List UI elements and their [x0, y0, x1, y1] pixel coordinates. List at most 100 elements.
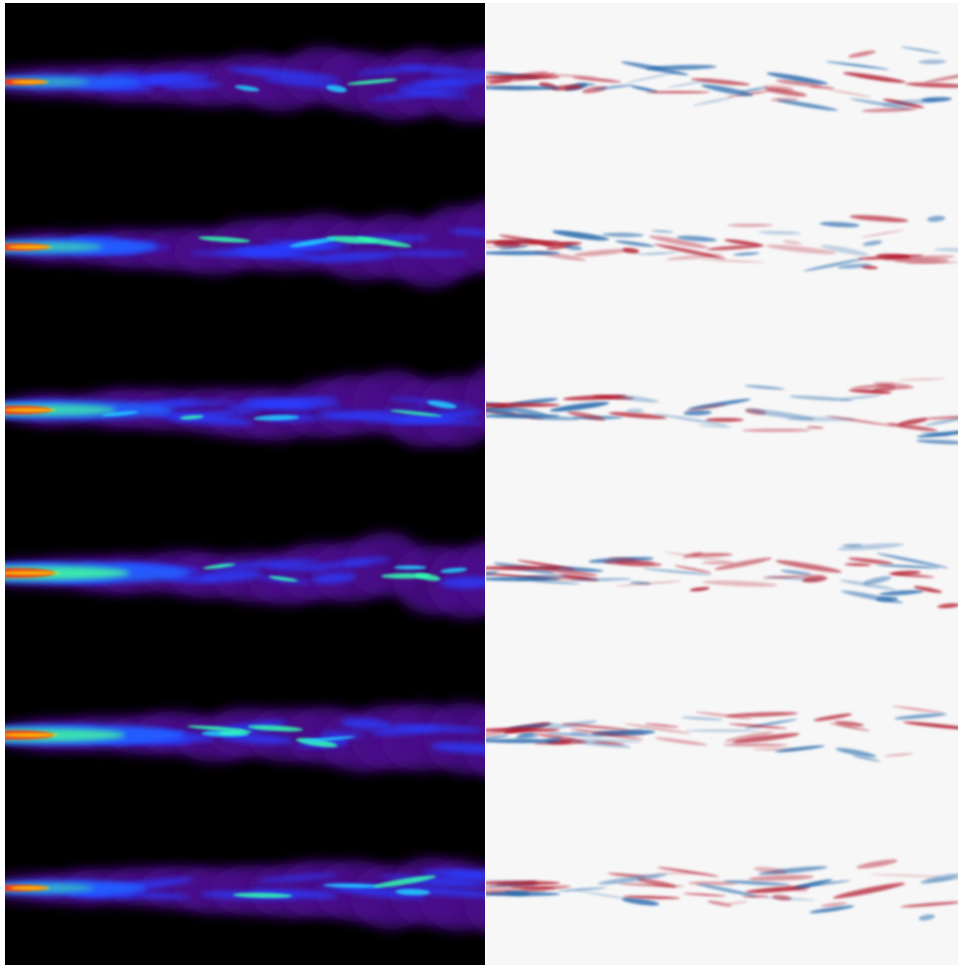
vorticity-streak: [546, 244, 572, 250]
jet-core: [263, 76, 344, 88]
vorticity-streak: [486, 884, 536, 892]
jet-core: [370, 726, 440, 736]
vorticity-streak: [743, 385, 786, 390]
jet-core: [388, 886, 485, 898]
vorticity-streak: [742, 428, 812, 433]
jet-pocket: [326, 85, 347, 93]
vorticity-streak: [873, 385, 896, 392]
jet-pocket: [253, 414, 300, 421]
jet-core: [114, 892, 192, 899]
jet-pocket: [289, 237, 337, 248]
jet-envelope: [456, 540, 485, 613]
vorticity-streak: [834, 721, 864, 727]
jet: [5, 702, 485, 777]
vorticity-streak: [637, 252, 678, 255]
vorticity-streak: [614, 580, 683, 587]
vorticity-streak: [835, 747, 877, 758]
vorticity-streak: [898, 418, 928, 426]
vorticity-streak: [681, 716, 723, 721]
vorticity-streak: [558, 887, 607, 892]
vorticity-streak: [486, 413, 560, 419]
vorticity-streak: [691, 78, 751, 86]
vorticity-streak: [486, 576, 560, 582]
vorticity-streak: [592, 741, 626, 745]
vorticity-streak: [766, 72, 829, 85]
jet-core: [448, 228, 485, 237]
jet-core: [412, 79, 467, 86]
vorticity-streak: [782, 240, 802, 245]
vorticity-streak: [753, 866, 788, 874]
vorticity-streak: [826, 89, 872, 98]
vorticity-streak: [623, 723, 691, 734]
vorticity-streak: [645, 91, 711, 94]
vorticity-streak: [545, 732, 603, 737]
jet: [5, 365, 485, 448]
jet-pocket: [381, 573, 431, 579]
jet-core: [319, 731, 364, 738]
vorticity-streak: [785, 886, 808, 892]
jet-pocket: [202, 563, 236, 570]
vorticity-streak: [486, 734, 510, 743]
vorticity-streak: [701, 561, 735, 564]
vorticity-streak: [892, 705, 943, 713]
jet-core: [430, 742, 485, 754]
vorticity-streak: [664, 551, 733, 563]
vorticity-streak: [802, 576, 828, 583]
vorticity-streak: [541, 567, 598, 577]
vorticity-streak: [697, 424, 733, 428]
vorticity-streak: [829, 722, 871, 732]
vorticity-streak: [733, 252, 760, 256]
vorticity-streak: [763, 85, 794, 92]
vorticity-streak: [572, 76, 622, 83]
vorticity-streak: [758, 230, 802, 235]
vorticity-streak: [902, 721, 958, 731]
vorticity-streak: [876, 564, 940, 569]
vorticity-streak: [727, 901, 748, 905]
jet-core: [189, 251, 284, 257]
vorticity-streak: [531, 580, 581, 585]
jet-pocket: [101, 411, 139, 417]
vorticity-streak: [789, 395, 854, 402]
vorticity-streak: [738, 86, 768, 93]
vorticity-streak: [569, 728, 644, 740]
vorticity-streak: [794, 879, 833, 889]
vorticity-streak: [894, 713, 948, 720]
vorticity-streak: [901, 46, 941, 54]
jet-core: [311, 572, 356, 584]
vorticity-field: [486, 46, 958, 921]
jet-pocket: [393, 565, 427, 570]
jet-core: [5, 571, 60, 575]
vorticity-streak: [597, 873, 667, 885]
vorticity-streak: [692, 96, 733, 106]
jet-pocket: [440, 567, 468, 574]
vorticity-streak: [771, 894, 792, 901]
vorticity-streak: [884, 753, 914, 757]
vorticity-streak: [705, 417, 744, 422]
jet-core: [370, 87, 472, 101]
vorticity-streak: [847, 557, 894, 565]
jet-pocket: [373, 875, 437, 888]
vorticity-streak: [689, 587, 710, 592]
vorticity-streak: [879, 590, 924, 596]
vorticity-streak: [552, 230, 610, 241]
vorticity-streak: [561, 723, 629, 731]
jet-core: [256, 873, 338, 883]
vorticity-streak: [870, 874, 943, 877]
vorticity-streak: [837, 543, 904, 551]
jet-core: [307, 251, 395, 263]
vorticity-streak: [487, 79, 513, 84]
vorticity-streak: [691, 552, 733, 557]
vorticity-streak: [486, 565, 560, 571]
vorticity-streak: [654, 737, 708, 746]
vorticity-streak: [843, 72, 906, 83]
vorticity-streak: [667, 79, 712, 88]
vorticity-streak: [924, 416, 958, 426]
jet-core: [317, 411, 399, 421]
vorticity-streak: [776, 99, 838, 111]
vorticity-streak: [841, 395, 882, 400]
vorticity-streak: [507, 723, 554, 730]
vorticity-streak: [615, 559, 655, 566]
right-panel: [486, 3, 958, 965]
vorticity-streak: [921, 432, 951, 436]
